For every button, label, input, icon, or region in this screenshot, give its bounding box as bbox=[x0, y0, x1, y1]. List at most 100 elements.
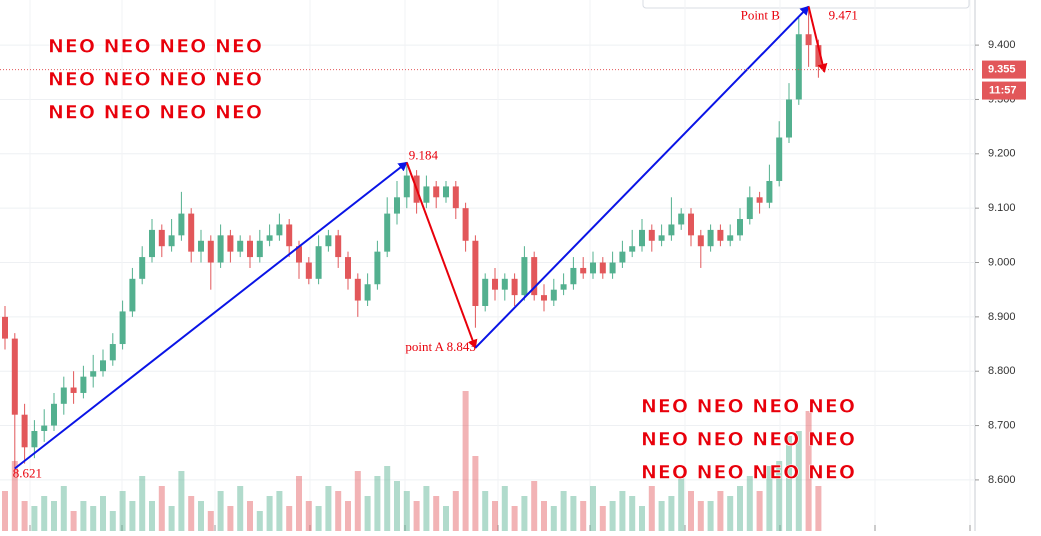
watermark: NEO NEO NEO NEO bbox=[641, 396, 856, 418]
y-tick-label: 9.000 bbox=[988, 256, 1016, 268]
candle-body bbox=[678, 213, 685, 225]
candle-body bbox=[70, 387, 77, 393]
candle-body bbox=[119, 311, 126, 345]
candle-body bbox=[129, 278, 136, 312]
y-tick-label: 9.200 bbox=[988, 148, 1016, 160]
volume-bar bbox=[452, 491, 459, 531]
candle-body bbox=[668, 224, 675, 236]
countdown-box bbox=[982, 81, 1026, 100]
trend-arrow bbox=[405, 162, 478, 349]
candle-body bbox=[766, 180, 773, 203]
candle-body bbox=[472, 240, 479, 306]
volume-bar bbox=[335, 491, 342, 531]
candle-body bbox=[795, 34, 802, 100]
candle-body bbox=[521, 257, 528, 296]
candle-body bbox=[90, 371, 97, 377]
volume-bar bbox=[217, 491, 224, 531]
volume-bar bbox=[403, 491, 410, 531]
candle-body bbox=[325, 235, 332, 247]
y-tick-label: 9.100 bbox=[988, 202, 1016, 214]
y-tick-label: 9.400 bbox=[988, 39, 1016, 51]
grid bbox=[0, 0, 975, 531]
candle-body bbox=[462, 208, 469, 241]
candle-body bbox=[109, 344, 116, 361]
candle-body bbox=[805, 34, 812, 46]
overlays: NEO NEO NEO NEO NEO NEO NEO NEO NEO NEO NE… bbox=[0, 5, 975, 484]
volume-bar bbox=[364, 496, 371, 531]
candle-body bbox=[590, 262, 596, 274]
candle-body bbox=[227, 235, 234, 252]
candle-body bbox=[256, 240, 263, 258]
annotation: 9.184 bbox=[409, 147, 439, 162]
volume-bar bbox=[541, 501, 547, 531]
candle-body bbox=[158, 229, 165, 247]
last-price-label: 9.355 bbox=[988, 63, 1016, 75]
volume-bar bbox=[678, 476, 685, 531]
volume-bar bbox=[482, 491, 489, 531]
volume-bar bbox=[717, 491, 724, 531]
volume-bar bbox=[599, 506, 606, 531]
volume-bar bbox=[149, 501, 155, 531]
volume-bar bbox=[580, 501, 587, 531]
watermark: NEO NEO NEO NEO bbox=[641, 462, 856, 484]
volume-bar bbox=[207, 511, 214, 531]
annotation: Point B bbox=[741, 8, 781, 23]
candle-body bbox=[550, 289, 557, 301]
candle-body bbox=[60, 387, 67, 404]
volume-bar bbox=[531, 481, 538, 531]
volume-bar bbox=[766, 466, 773, 531]
volume-bar bbox=[492, 501, 498, 531]
candle-body bbox=[531, 257, 538, 296]
candle-body bbox=[433, 186, 440, 198]
volume-bar bbox=[41, 496, 48, 531]
candle-body bbox=[560, 284, 567, 290]
trend-arrow bbox=[14, 161, 408, 470]
candle-body bbox=[452, 186, 459, 209]
volume-bar bbox=[90, 506, 97, 531]
volume-bar bbox=[354, 471, 361, 531]
candle-body bbox=[482, 278, 489, 306]
volume-bar bbox=[384, 466, 391, 531]
volume-bar bbox=[688, 491, 694, 531]
volume-bar bbox=[462, 391, 469, 531]
volume-bar bbox=[413, 501, 420, 531]
volume-bar bbox=[325, 486, 332, 531]
volume-bar bbox=[639, 506, 645, 531]
candle-body bbox=[335, 235, 342, 258]
candle-body bbox=[2, 316, 8, 339]
candle-body bbox=[786, 99, 792, 138]
volume-bar bbox=[198, 501, 204, 531]
watermark: NEO NEO NEO NEO bbox=[48, 69, 263, 91]
volume-bar bbox=[296, 476, 302, 531]
volume-bar bbox=[619, 491, 626, 531]
y-tick-label: 8.700 bbox=[988, 419, 1016, 431]
volume-bar bbox=[805, 411, 812, 531]
candle-body bbox=[188, 213, 195, 252]
candle-body bbox=[443, 186, 449, 198]
volume-bar bbox=[247, 501, 253, 531]
volume-bar bbox=[697, 501, 704, 531]
candle-body bbox=[580, 267, 587, 274]
candle-body bbox=[629, 246, 636, 252]
volume-bar bbox=[746, 476, 753, 531]
candle-body bbox=[217, 235, 224, 263]
candle-body bbox=[198, 240, 204, 252]
toolbar bbox=[642, 0, 970, 9]
volume-bar bbox=[188, 496, 195, 531]
volume-bar bbox=[727, 496, 734, 531]
candle-body bbox=[756, 197, 763, 203]
y-tick-label: 8.900 bbox=[988, 311, 1016, 323]
volume-bar bbox=[345, 501, 351, 531]
volume-bar bbox=[570, 496, 577, 531]
candle-body bbox=[707, 229, 714, 247]
volume-bar bbox=[786, 436, 792, 531]
volume-bar bbox=[658, 501, 665, 531]
candle-body bbox=[100, 360, 106, 372]
candle-body bbox=[354, 278, 361, 301]
volume-bar bbox=[237, 486, 244, 531]
candle-body bbox=[384, 213, 391, 252]
volume-bar bbox=[707, 501, 714, 531]
candle-body bbox=[599, 262, 606, 274]
candle-body bbox=[423, 186, 430, 203]
